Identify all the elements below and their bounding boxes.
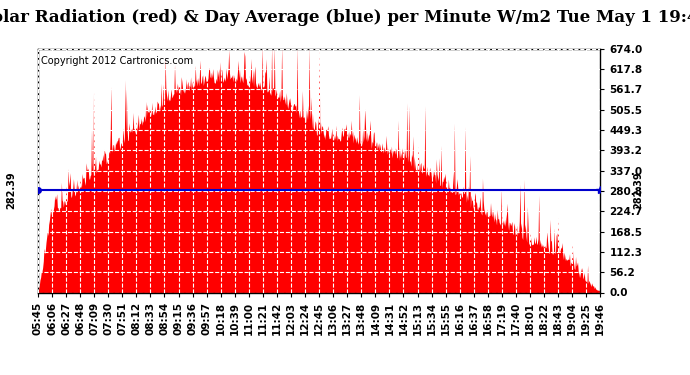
Text: 282.39: 282.39 bbox=[633, 171, 643, 209]
Text: 282.39: 282.39 bbox=[7, 171, 17, 209]
Text: Solar Radiation (red) & Day Average (blue) per Minute W/m2 Tue May 1 19:47: Solar Radiation (red) & Day Average (blu… bbox=[0, 9, 690, 26]
Text: Copyright 2012 Cartronics.com: Copyright 2012 Cartronics.com bbox=[41, 56, 193, 66]
